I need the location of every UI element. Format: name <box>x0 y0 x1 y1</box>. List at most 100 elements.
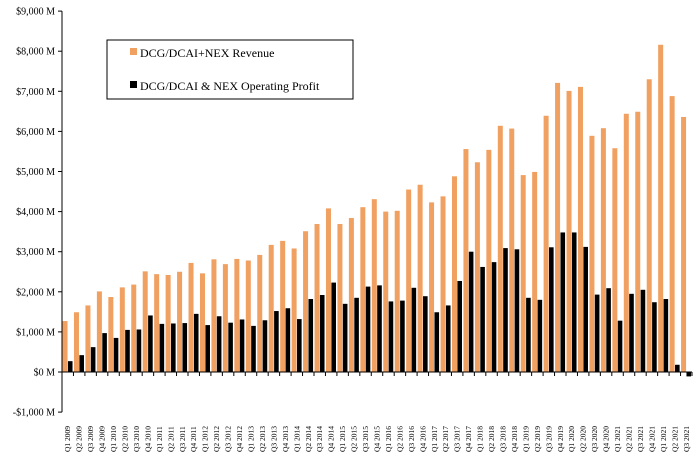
x-tick-label: Q1 2021 <box>613 426 622 452</box>
x-tick-label: Q3 2015 <box>361 426 370 452</box>
x-tick-label: Q1 2011 <box>155 426 164 452</box>
x-tick-label: Q3 2021 <box>682 426 691 452</box>
bar-revenue <box>337 224 343 372</box>
bar-revenue <box>325 208 331 372</box>
x-tick-label: Q1 2019 <box>521 426 530 452</box>
bar-revenue <box>73 312 79 372</box>
bar-operating-profit <box>434 312 440 372</box>
bar-operating-profit <box>171 323 176 372</box>
bar-operating-profit <box>491 262 497 372</box>
bar-revenue <box>199 273 205 372</box>
bar-operating-profit <box>457 280 462 372</box>
bar-operating-profit <box>686 372 692 377</box>
bar-revenue <box>543 115 549 372</box>
bar-operating-profit <box>617 320 623 372</box>
x-tick-label: Q1 2015 <box>338 426 347 452</box>
x-tick-label: Q3 2014 <box>315 426 324 452</box>
bar-revenue <box>142 271 148 372</box>
bar-revenue <box>245 260 251 372</box>
bar-operating-profit <box>571 232 577 372</box>
y-tick-label: -$1,000 M <box>13 408 55 419</box>
bar-revenue <box>371 199 377 372</box>
bar-operating-profit <box>560 232 566 372</box>
x-tick-label: Q3 2020 <box>590 426 599 452</box>
bar-operating-profit <box>640 289 646 372</box>
bar-revenue <box>600 128 606 372</box>
bar-revenue <box>635 111 641 372</box>
bar-revenue <box>383 211 389 372</box>
bar-revenue <box>497 125 503 372</box>
bar-revenue <box>108 297 114 372</box>
bar-operating-profit <box>663 299 669 372</box>
x-tick-label: Q4 2010 <box>143 426 152 452</box>
bar-operating-profit <box>480 266 485 372</box>
x-tick-label: Q2 2020 <box>579 426 588 452</box>
bar-operating-profit <box>503 248 508 372</box>
bar-operating-profit <box>423 296 428 372</box>
bar-operating-profit <box>125 329 130 372</box>
bar-operating-profit <box>652 302 657 372</box>
bar-revenue <box>612 148 618 372</box>
bar-revenue <box>406 189 412 372</box>
y-tick-label: $3,000 M <box>16 247 55 258</box>
y-tick-label: $6,000 M <box>16 127 55 138</box>
bar-revenue <box>646 79 652 373</box>
bar-revenue <box>509 128 515 372</box>
bar-revenue <box>669 96 675 373</box>
y-tick-label: $2,000 M <box>16 287 55 298</box>
bar-revenue <box>681 116 687 373</box>
x-tick-label: Q1 2017 <box>430 426 439 452</box>
x-tick-label: Q4 2015 <box>373 426 382 452</box>
x-tick-label: Q4 2011 <box>189 426 198 452</box>
x-tick-label: Q2 2018 <box>487 426 496 452</box>
bar-operating-profit <box>113 337 119 372</box>
bar-revenue <box>314 224 320 372</box>
bar-operating-profit <box>629 293 634 372</box>
x-tick-label: Q3 2016 <box>407 426 416 452</box>
bar-operating-profit <box>400 300 405 372</box>
bar-operating-profit <box>67 361 73 372</box>
x-tick-label: Q4 2013 <box>281 426 290 452</box>
bar-revenue <box>463 149 469 372</box>
bar-revenue <box>85 305 91 372</box>
x-tick-label: Q1 2020 <box>567 426 576 452</box>
bar-operating-profit <box>537 299 543 372</box>
bar-revenue <box>165 274 171 372</box>
x-tick-label: Q1 2009 <box>63 426 72 452</box>
y-tick-label: $1,000 M <box>16 327 55 338</box>
bar-revenue <box>291 248 297 372</box>
bar-revenue <box>268 244 274 372</box>
bar-operating-profit <box>388 301 394 372</box>
bar-operating-profit <box>193 313 199 372</box>
bar-operating-profit <box>514 249 520 372</box>
bar-revenue <box>474 162 480 372</box>
x-tick-label: Q4 2020 <box>602 426 611 452</box>
x-tick-label: Q3 2021 <box>636 426 645 452</box>
legend-label-operating-profit: DCG/DCAI & NEX Operating Profit <box>140 79 320 93</box>
bar-operating-profit <box>308 299 314 372</box>
bar-revenue <box>280 240 286 372</box>
bar-operating-profit <box>182 323 188 372</box>
bar-operating-profit <box>549 247 554 372</box>
bar-revenue <box>394 210 400 372</box>
x-tick-label: Q3 2009 <box>86 426 95 452</box>
x-tick-label: Q2 2021 <box>670 426 679 452</box>
bar-revenue <box>360 207 366 372</box>
x-tick-label: Q1 2021 <box>659 426 668 452</box>
x-tick-label: Q2 2012 <box>212 426 221 452</box>
x-tick-label: Q2 2016 <box>395 426 404 452</box>
bar-operating-profit <box>445 305 451 372</box>
x-tick-label: Q4 2012 <box>235 426 244 452</box>
bar-revenue <box>451 176 457 372</box>
bar-operating-profit <box>251 325 256 372</box>
bar-operating-profit <box>274 311 279 372</box>
bar-operating-profit <box>675 364 680 372</box>
x-axis: Q1 2009 Q2 2009 Q3 2009 Q4 2009 Q1 2010 Q2 20… <box>61 371 693 452</box>
bar-operating-profit <box>228 322 233 372</box>
legend-label-revenue: DCG/DCAI+NEX Revenue <box>140 46 274 60</box>
x-tick-label: Q4 2014 <box>327 426 336 452</box>
x-tick-label: Q1 2013 <box>247 426 256 452</box>
x-tick-label: Q1 2012 <box>201 426 210 452</box>
bar-revenue <box>96 291 102 372</box>
